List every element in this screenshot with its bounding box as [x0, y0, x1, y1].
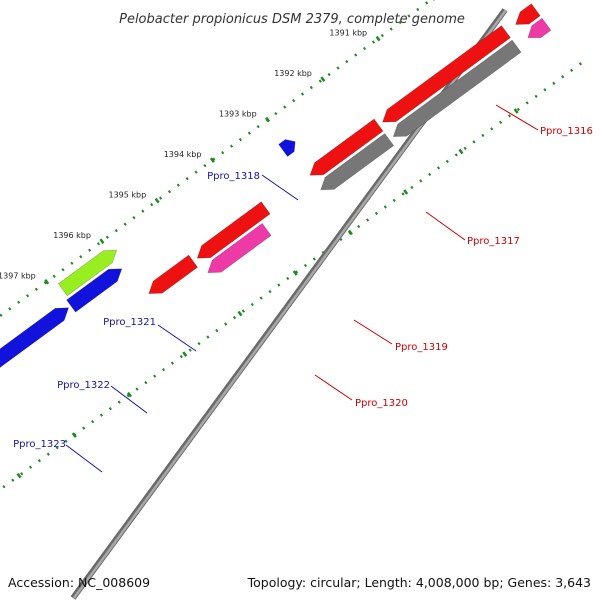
- gene-features: [0, 3, 552, 368]
- gene-label: Ppro_1316: [540, 126, 593, 137]
- tick-label: 1394 kbp: [164, 150, 202, 159]
- gene-arrow-ppro-1320: [148, 254, 199, 294]
- gene-label: Ppro_1322: [57, 380, 110, 391]
- gene-label: Ppro_1321: [103, 317, 156, 328]
- gene-arrow-ppro-1318: [278, 139, 296, 157]
- tick-mark-outer: [265, 116, 271, 123]
- tick-mark-inner: [292, 270, 298, 276]
- tick-label: 1397 kbp: [0, 271, 36, 280]
- gene-arrow-ppro-1317-cds: [320, 133, 395, 191]
- gene-leader-line: [157, 324, 197, 352]
- gene-leader-line: [65, 444, 103, 473]
- tick-mark-outer: [44, 278, 50, 285]
- gene-arrow-ppro-1321: [66, 268, 123, 313]
- gene-label: Ppro_1319: [395, 342, 448, 353]
- tick-mark-inner: [182, 351, 188, 357]
- tick-mark-outer: [209, 157, 215, 163]
- tick-mark-inner: [71, 432, 77, 438]
- tick-label: 1391 kbp: [329, 28, 367, 37]
- tick-mark-inner: [127, 391, 132, 398]
- gene-arrow-ppro-1316-cds: [392, 39, 522, 137]
- tick-mark-outer: [375, 35, 381, 42]
- gene-arrow-ppro-1319: [196, 201, 271, 259]
- map-title: Pelobacter propionicus DSM 2379, complet…: [119, 12, 465, 27]
- gene-leader-line: [495, 104, 539, 131]
- genome-summary-text: Topology: circular; Length: 4,008,000 bp…: [247, 575, 591, 590]
- tick-mark-inner: [16, 472, 22, 479]
- tick-label: 1395 kbp: [108, 190, 146, 199]
- gene-leader-line: [261, 174, 299, 201]
- gene-leader-line: [353, 319, 393, 345]
- tick-mark-inner: [403, 189, 409, 195]
- tick-mark-inner: [513, 108, 519, 114]
- gene-label: Ppro_1320: [355, 398, 408, 409]
- tick-mark-inner: [347, 229, 353, 236]
- tick-label: 1396 kbp: [53, 231, 91, 240]
- tick-label: 1392 kbp: [274, 69, 312, 78]
- tick-mark-outer: [320, 76, 326, 82]
- gene-arrow-partial-top: [515, 3, 541, 25]
- tick-mark-inner: [458, 148, 464, 155]
- tick-mark-inner: [237, 310, 243, 317]
- gene-leader-line: [425, 211, 466, 241]
- gene-label: Ppro_1318: [207, 171, 260, 182]
- gene-arrow-ppro-1316: [382, 25, 511, 123]
- gene-arrow-ppro-1321-cds: [57, 249, 118, 297]
- tick-mark-outer: [99, 238, 105, 244]
- gene-labels: Ppro_1316 Ppro_1317 Ppro_1318 Ppro_1319 Ppro…: [13, 104, 593, 473]
- tick-mark-outer: [154, 197, 160, 204]
- gene-arrow-ppro-1319-cds: [207, 222, 272, 274]
- gene-leader-line: [110, 385, 148, 414]
- gene-arrow-ppro-1317: [309, 118, 384, 176]
- gene-label: Ppro_1317: [467, 236, 520, 247]
- gene-label: Ppro_1323: [13, 439, 66, 450]
- accession-text: Accession: NC_008609: [8, 575, 150, 590]
- tick-label: 1393 kbp: [219, 109, 257, 118]
- gene-leader-line: [314, 374, 353, 401]
- gene-arrow-partial-top: [527, 17, 552, 39]
- gene-arrow-ppro-1322: [0, 307, 70, 368]
